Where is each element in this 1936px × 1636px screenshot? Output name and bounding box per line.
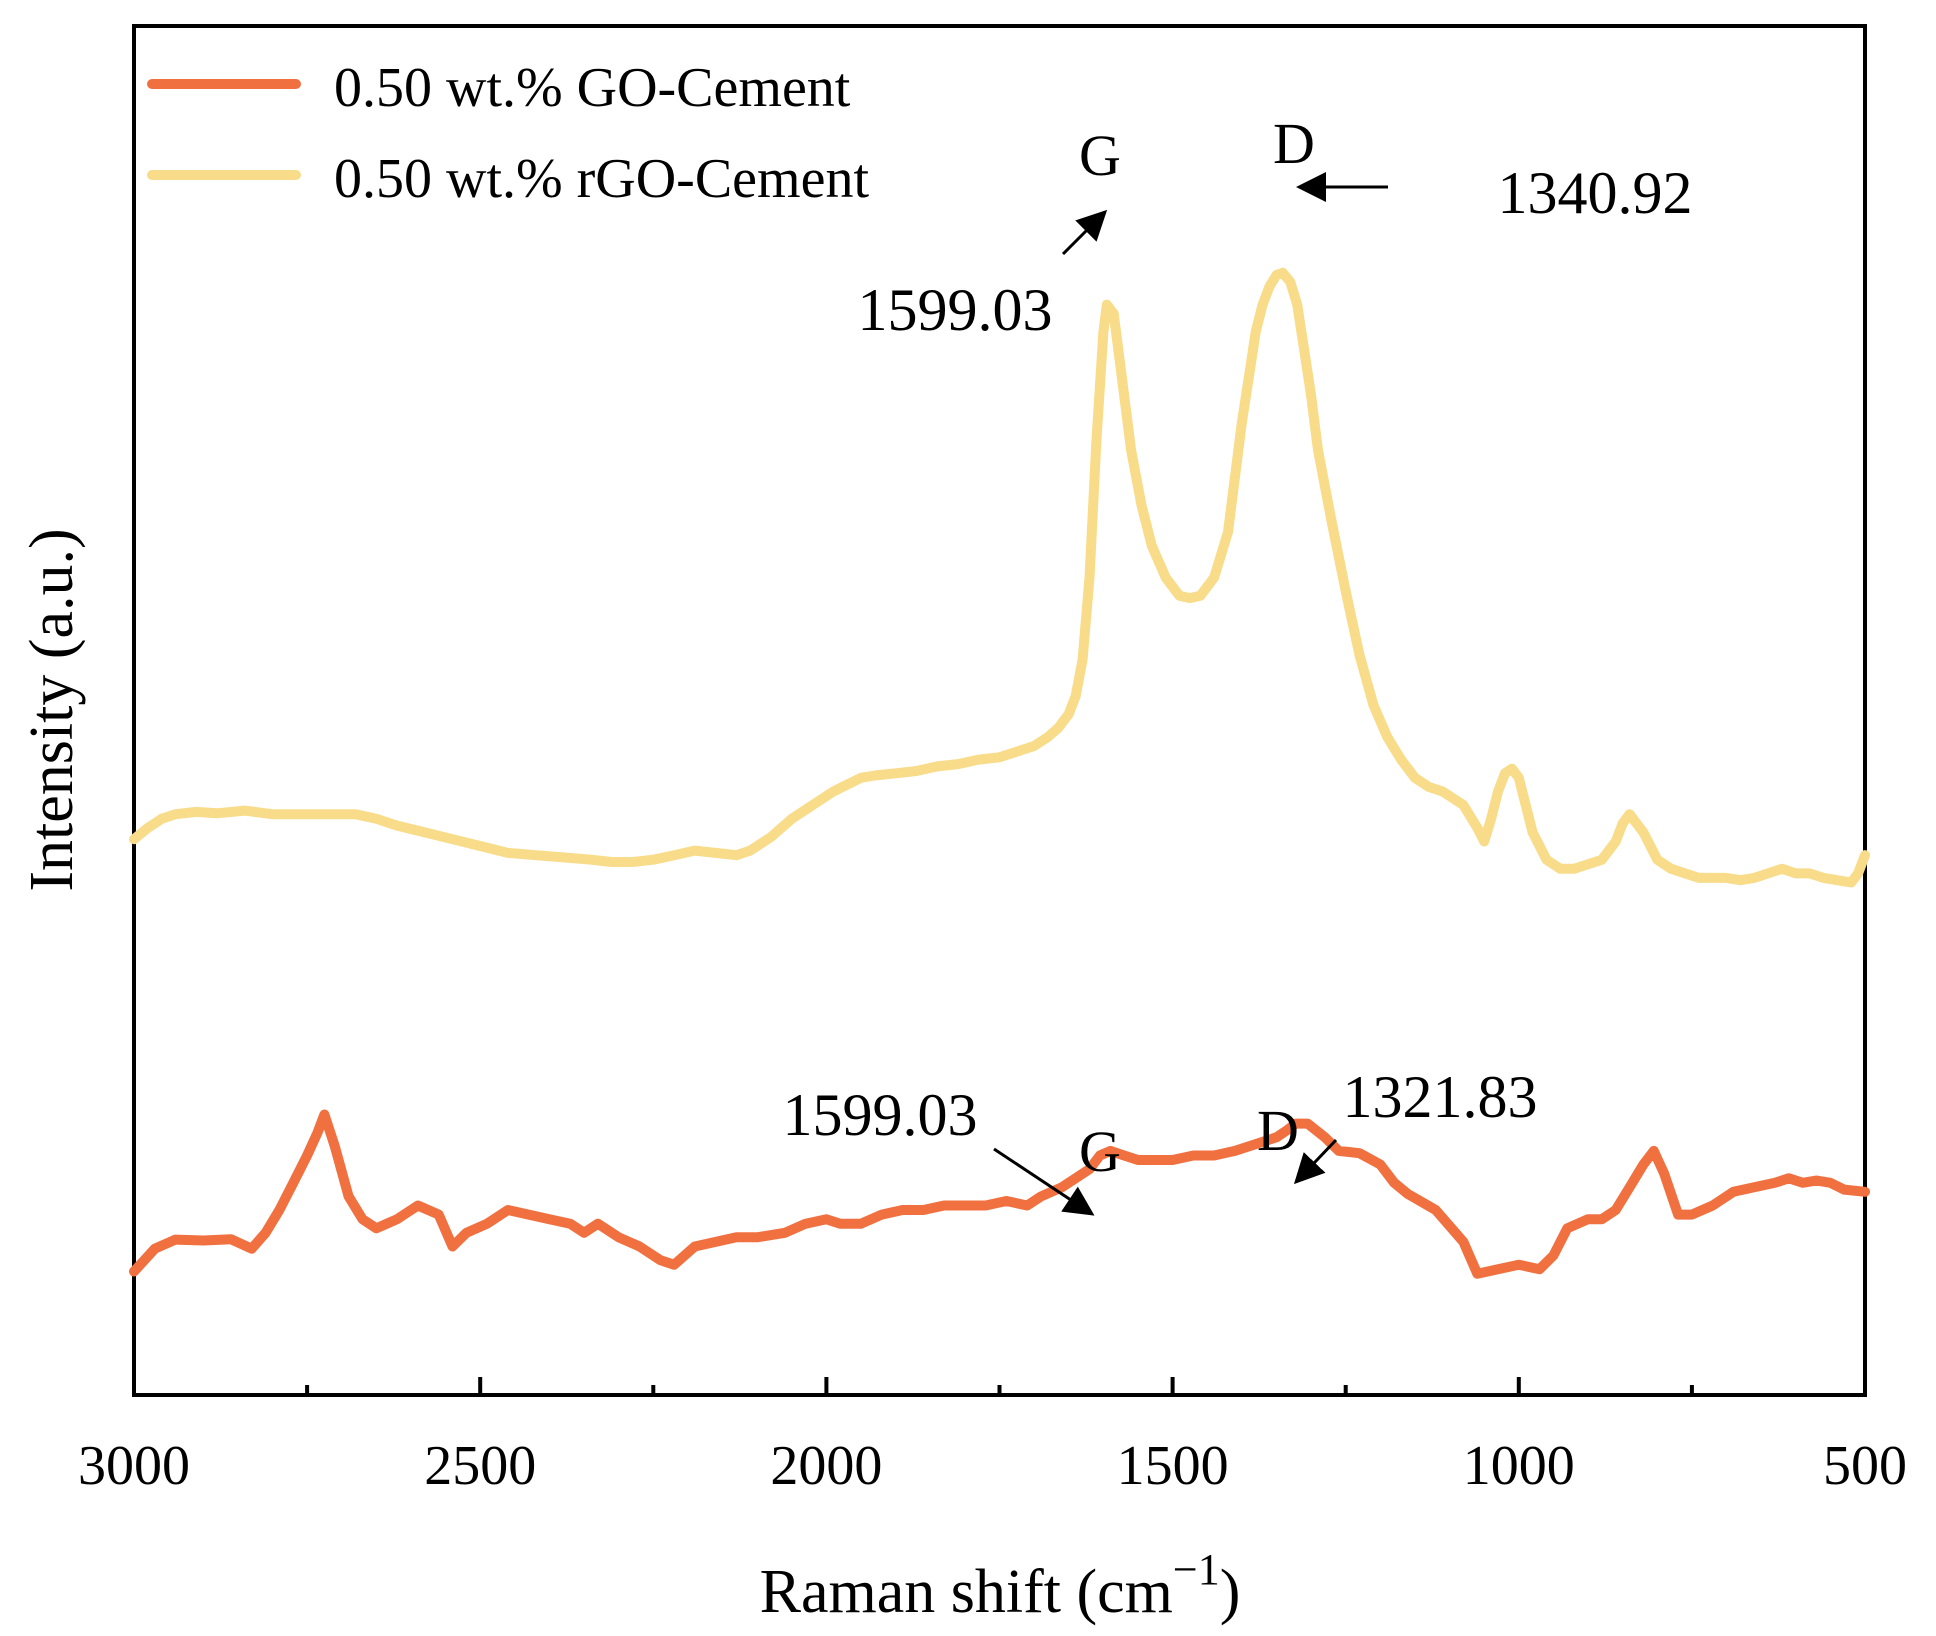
annotation-arrow-label: 1599.03 <box>783 1082 978 1148</box>
legend-label-go-cement: 0.50 wt.% GO-Cement <box>334 57 851 119</box>
x-axis-label: Raman shift (cm−1) <box>760 1545 1241 1626</box>
series-layer <box>129 267 1870 1279</box>
legend-label-rgo-cement: 0.50 wt.% rGO-Cement <box>334 148 869 210</box>
x-tick-label: 500 <box>1823 1435 1907 1497</box>
x-axis-label-superscript: −1 <box>1173 1545 1220 1594</box>
annotation-layer: G D 1599.03 1340.92 G D 1599.03 1321.83 <box>783 111 1693 1216</box>
annotation-arrow-label: 1599.03 <box>858 277 1053 343</box>
plot-frame <box>132 24 1867 1397</box>
x-tick-label: 1000 <box>1463 1435 1575 1497</box>
annotation-arrow <box>993 1147 1095 1216</box>
x-tick-label: 3000 <box>78 1435 190 1497</box>
x-axis-label-close: ) <box>1220 1558 1241 1626</box>
x-tick-label: 1500 <box>1117 1435 1229 1497</box>
x-tick-label: 2000 <box>770 1435 882 1497</box>
annotation-arrow-label: 1340.92 <box>1498 160 1693 226</box>
series-line-go-cement <box>129 1109 1870 1279</box>
annotation-peak: D <box>1273 111 1315 176</box>
y-axis-label: Intensity (a.u.) <box>18 528 86 891</box>
annotation-peak: G <box>1079 123 1121 188</box>
annotation-peak: D <box>1257 1098 1299 1163</box>
x-axis-label-main: Raman shift (cm <box>760 1558 1173 1626</box>
annotation-peak: G <box>1079 1119 1121 1184</box>
annotation-arrow <box>1293 1138 1338 1185</box>
x-tick-label: 2500 <box>424 1435 536 1497</box>
series-line-rgo-cement <box>129 267 1870 888</box>
annotation-arrow-label: 1321.83 <box>1343 1064 1538 1130</box>
legend: 0.50 wt.% GO-Cement 0.50 wt.% rGO-Cement <box>147 57 869 210</box>
annotation-arrow <box>1061 209 1108 256</box>
x-axis-ticks: 3000 2500 2000 1500 1000 500 <box>78 1377 1907 1497</box>
